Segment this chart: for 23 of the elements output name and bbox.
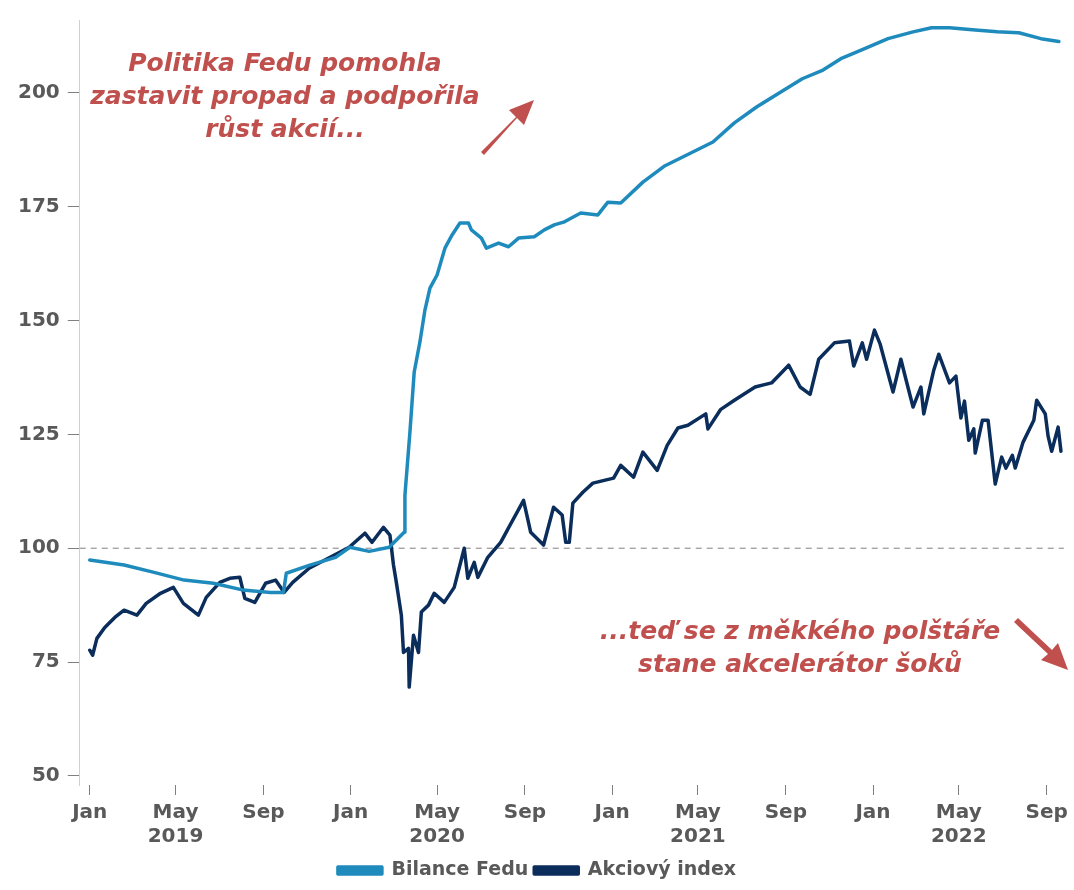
x-tick-label: Jan (592, 799, 630, 824)
x-tick-label: Sep (242, 799, 285, 824)
x-tick-label: Sep (1025, 799, 1068, 824)
x-tick-label: Sep (503, 799, 547, 824)
legend-label: Bilance Fedu (391, 857, 529, 880)
y-tick-label: 50 (31, 762, 60, 787)
x-tick-label: Sep (764, 799, 807, 824)
x-tick-label: Jan (331, 799, 369, 824)
x-tick-label: May 2019 (147, 799, 204, 848)
x-tick-label: Jan (70, 799, 108, 824)
x-tick-label: May 2021 (670, 799, 726, 848)
y-tick-label: 75 (31, 648, 60, 673)
x-tick-label: May 2020 (409, 799, 465, 848)
x-tick-label: May 2022 (930, 799, 987, 848)
y-tick-label: 100 (18, 534, 60, 559)
y-tick-label: 125 (18, 420, 60, 445)
legend-label: Akciový index (587, 857, 737, 880)
y-tick-label: 150 (18, 306, 60, 331)
y-tick-label: 200 (18, 79, 60, 104)
annotation: ...teď se z měkkého polštáře stane akcelerátor šoků (598, 615, 1002, 680)
y-tick-label: 175 (18, 192, 60, 217)
annotation: Politika Fedu pomohla zastavit propad a podpořila růst akcií... (90, 47, 480, 145)
x-tick-label: Jan (853, 799, 891, 824)
